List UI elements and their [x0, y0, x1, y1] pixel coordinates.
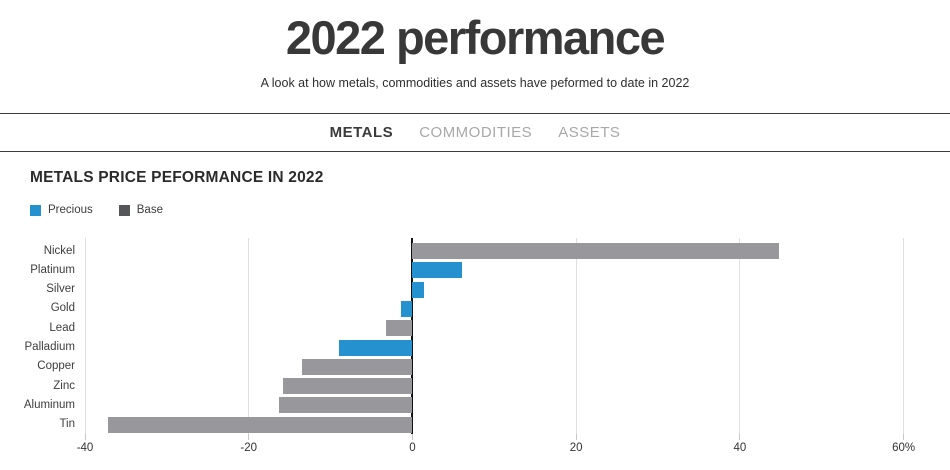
bar-aluminum[interactable] — [279, 397, 413, 414]
category-label: Zinc — [53, 379, 75, 392]
legend-label: Precious — [48, 204, 93, 216]
category-label: Copper — [37, 360, 75, 373]
bar-copper[interactable] — [301, 358, 413, 375]
x-axis-tick-label: -40 — [76, 442, 94, 454]
category-label: Aluminum — [23, 398, 75, 411]
page-header: 2022 performance A look at how metals, c… — [0, 0, 950, 90]
tab-metals[interactable]: METALS — [329, 124, 394, 141]
chart-title: METALS PRICE PEFORMANCE IN 2022 — [30, 169, 324, 186]
bar-tin[interactable] — [107, 416, 413, 433]
x-axis-tick-label: 20 — [569, 442, 583, 454]
gridline — [248, 238, 250, 434]
zero-baseline — [411, 238, 414, 434]
gridline — [575, 238, 577, 434]
x-axis-tick-label: 0 — [409, 442, 416, 454]
x-axis-tick-label: 60% — [892, 442, 916, 454]
bar-palladium[interactable] — [338, 339, 413, 356]
category-label: Lead — [49, 321, 75, 334]
bar-platinum[interactable] — [412, 262, 462, 279]
x-axis-tick-label: -20 — [240, 442, 258, 454]
tab-assets[interactable]: ASSETS — [558, 124, 621, 141]
category-label: Silver — [46, 283, 75, 296]
x-axis-tick-label: 40 — [733, 442, 747, 454]
axis-tick — [411, 434, 413, 440]
chart-legend: Precious Base — [30, 204, 189, 216]
bar-chart: -40 -20 0 20 40 60% Nickel Platinum Silver Gold Le… — [0, 238, 950, 454]
bar-nickel[interactable] — [412, 243, 780, 259]
gridline — [739, 238, 741, 434]
legend-label: Base — [136, 204, 163, 216]
bar-gold[interactable] — [400, 300, 413, 317]
axis-tick — [575, 434, 577, 440]
bar-zinc[interactable] — [283, 378, 413, 395]
axis-tick — [739, 434, 741, 440]
axis-tick — [248, 434, 250, 440]
category-label: Gold — [50, 302, 75, 315]
tab-commodities[interactable]: COMMODITIES — [419, 124, 533, 141]
category-label: Tin — [59, 418, 75, 431]
base-swatch-icon — [118, 204, 130, 216]
category-label: Palladium — [24, 341, 76, 353]
legend-item-precious[interactable]: Precious — [30, 204, 93, 216]
category-label: Nickel — [43, 244, 75, 257]
legend-item-base[interactable]: Base — [118, 204, 163, 216]
category-label: Platinum — [30, 263, 75, 276]
bar-lead[interactable] — [386, 320, 413, 337]
precious-swatch-icon — [30, 204, 41, 216]
gridline — [903, 238, 905, 434]
axis-tick — [84, 434, 86, 440]
bar-silver[interactable] — [412, 281, 424, 298]
axis-tick — [903, 434, 905, 440]
page-subtitle: A look at how metals, commodities and as… — [260, 75, 690, 90]
gridline — [84, 238, 86, 434]
tab-bar: METALS COMMODITIES ASSETS — [0, 113, 950, 152]
page-title: 2022 performance — [285, 11, 666, 64]
